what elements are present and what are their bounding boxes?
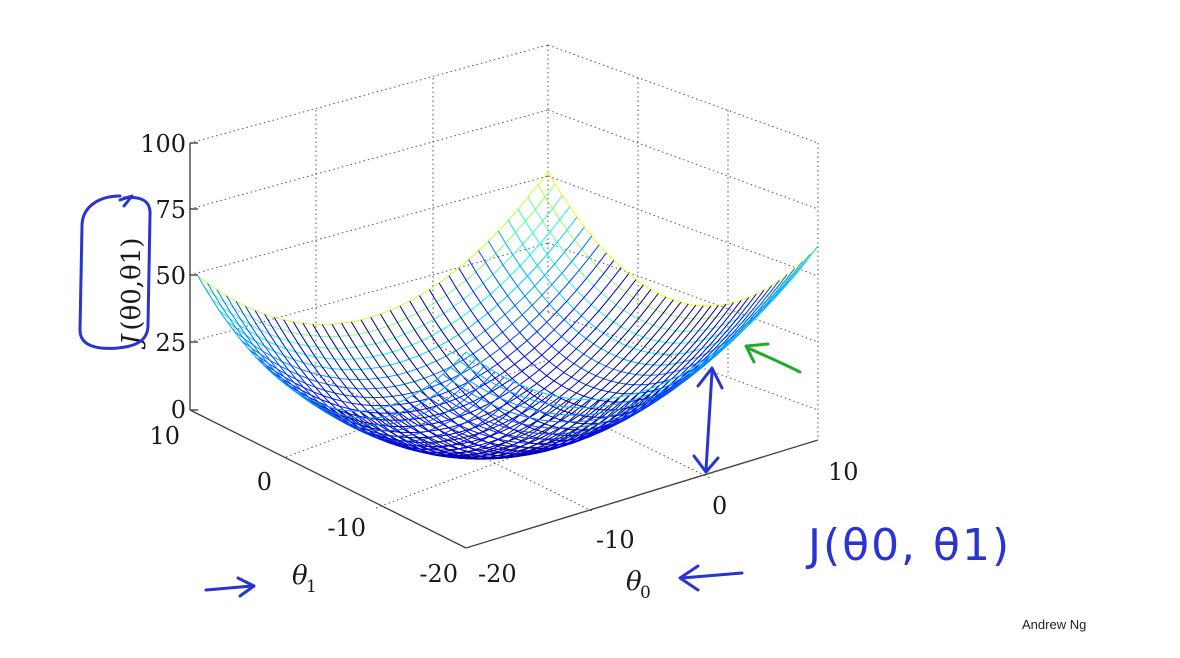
z-tick-0: 0 [171,396,186,424]
y-ticks: 10 0 -10 -20 [149,422,458,588]
mesh-line [216,289,486,426]
mesh-line [235,301,505,437]
double-arrow-annotation [704,370,714,472]
mesh-line [547,171,819,307]
x-tick-0: 0 [712,492,727,520]
z-label-circle [78,194,152,350]
axis-box [189,142,819,549]
handwritten-cost-formula: J(θ0, θ1) [805,520,1011,571]
mesh-line [374,303,727,459]
z-axis-label: J(θ0,θ1) [117,238,147,350]
y-axis-label: θ 1 [292,561,317,597]
y-tick-10: 10 [149,422,180,450]
y-axis-subscript: 1 [306,577,317,597]
hand-annotations: J(θ0, θ1) [78,194,1011,598]
y-tick-0: 0 [257,468,272,496]
x-tick-neg10: -10 [596,526,635,554]
x-tick-10: 10 [828,458,859,486]
theta1-arrow-annotation [204,584,254,592]
surface-mesh [197,171,819,460]
theta0-arrow-annotation [680,571,744,580]
mesh-line [207,282,476,419]
z-tick-100: 100 [140,130,186,158]
mesh-line [435,274,788,429]
x-tick-neg20: -20 [478,560,517,588]
z-tick-75: 75 [155,196,186,224]
z-axis-args: (θ0,θ1) [117,238,147,331]
mesh-line [336,303,689,458]
mesh-line [465,245,819,401]
author-credit: Andrew Ng [1022,617,1087,632]
mesh-line [254,310,524,446]
mesh-line [245,305,515,442]
mesh-line [226,295,495,432]
svg-text:J(θ0,θ1): J(θ0,θ1) [117,238,147,350]
x-axis-symbol: θ [626,567,642,597]
y-tick-neg20: -20 [419,560,458,588]
z-tick-25: 25 [155,329,186,357]
mesh-line [283,319,553,456]
mesh-line [197,275,467,412]
x-ticks: -20 -10 0 10 [478,458,859,588]
x-axis-label: θ 0 [626,567,651,603]
y-tick-neg10: -10 [327,514,366,542]
y-axis-symbol: θ [292,561,308,591]
green-arrow-annotation [746,346,802,374]
z-tick-50: 50 [155,262,186,290]
x-axis-subscript: 0 [640,583,651,603]
z-ticks: 0 25 50 75 100 [140,130,186,424]
mesh-line [329,301,682,456]
